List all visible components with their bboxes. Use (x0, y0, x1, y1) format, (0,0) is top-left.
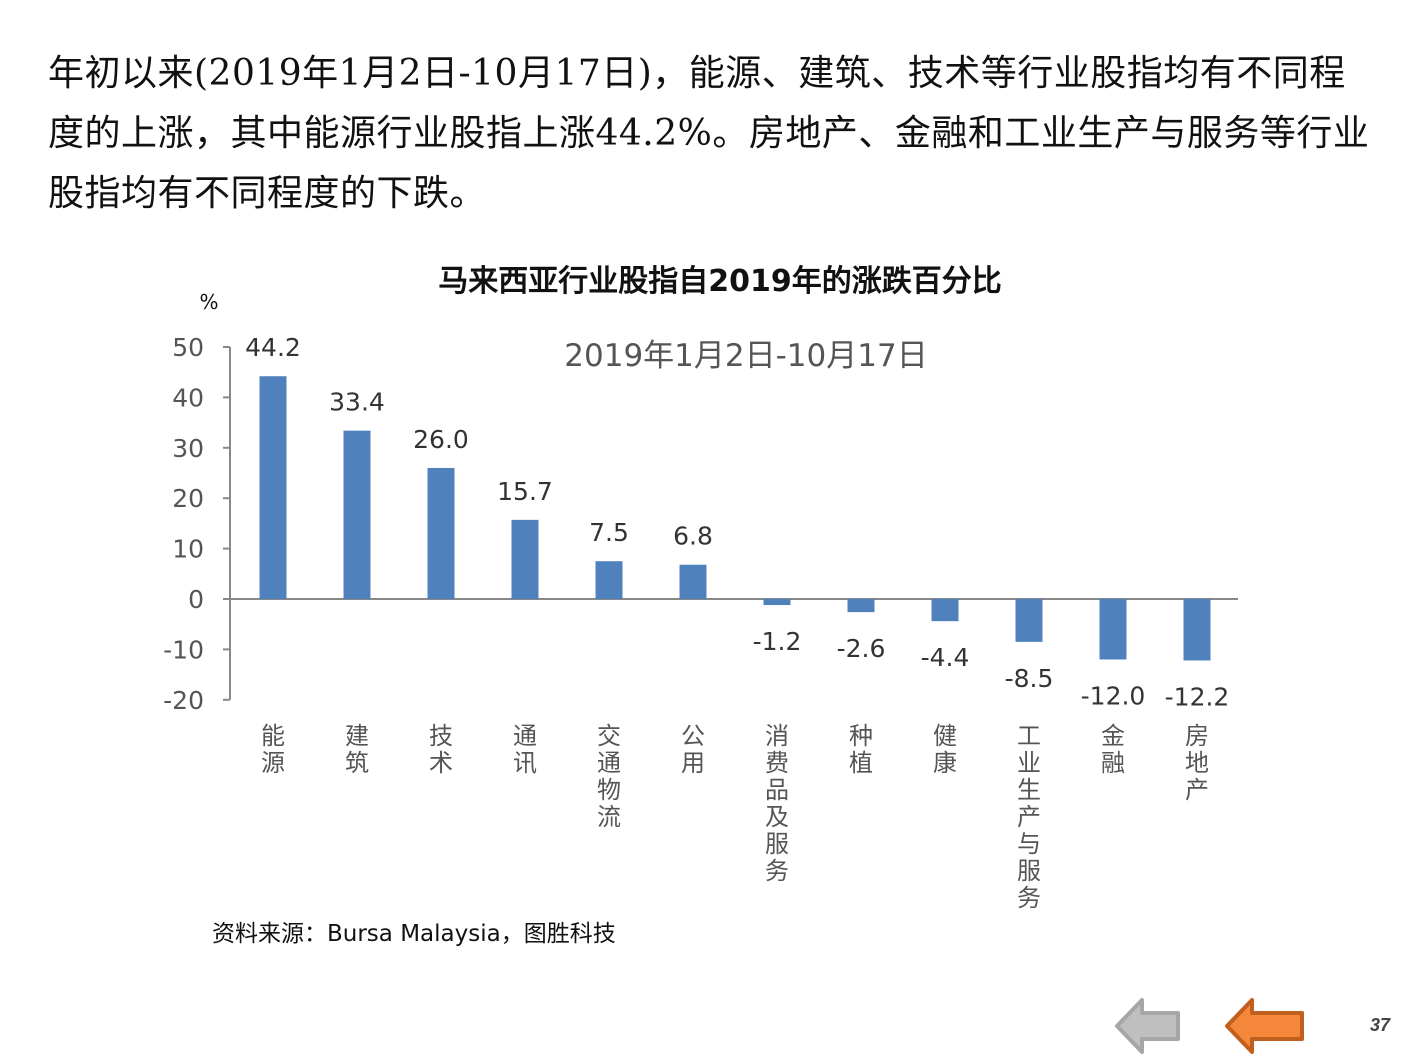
data-label: -12.2 (1165, 682, 1230, 711)
y-tick-label: 40 (172, 383, 204, 412)
y-tick-label: 0 (188, 585, 204, 614)
data-label: 44.2 (245, 333, 301, 362)
bar-11 (1183, 599, 1211, 661)
bar-9 (1015, 599, 1043, 642)
data-label: -2.6 (837, 634, 886, 663)
y-tick-label: -10 (163, 635, 204, 664)
y-tick-label: 20 (172, 484, 204, 513)
x-tick-label: 健康 (933, 722, 957, 777)
bar-4 (595, 561, 623, 599)
bar-0 (259, 376, 287, 599)
data-label: 26.0 (413, 425, 469, 454)
chart-title: 马来西亚行业股指自2019年的涨跌百分比 (438, 264, 1002, 299)
y-tick-label: 30 (172, 434, 204, 463)
bar-8 (931, 599, 959, 622)
x-tick-label: 消费品及服务 (765, 722, 789, 885)
data-label: -4.4 (921, 643, 970, 672)
x-tick-label: 通讯 (513, 722, 537, 777)
x-tick-label: 工业生产与服务 (1017, 722, 1041, 912)
bar-3 (511, 519, 539, 599)
x-tick-label: 公用 (681, 722, 705, 777)
source-note: 资料来源：Bursa Malaysia，图胜科技 (212, 921, 616, 947)
bar-10 (1099, 599, 1127, 660)
x-tick-label: 交通物流 (597, 722, 621, 831)
bar-5 (679, 564, 707, 599)
arrow-left-gray-icon[interactable] (1114, 997, 1182, 1055)
y-axis-label: % (199, 290, 218, 314)
x-tick-label: 能源 (261, 722, 285, 777)
page-number: 37 (1370, 1015, 1391, 1035)
y-tick-label: -20 (163, 686, 204, 715)
x-tick-label: 种植 (849, 722, 873, 777)
chart-subtitle: 2019年1月2日-10月17日 (564, 338, 927, 374)
x-tick-label: 技术 (429, 722, 453, 777)
data-label: 15.7 (497, 477, 553, 506)
x-tick-label: 房地产 (1185, 722, 1209, 804)
y-tick-label: 10 (172, 535, 204, 564)
bar-6 (763, 599, 791, 606)
x-tick-label: 建筑 (345, 722, 369, 777)
intro-paragraph: 年初以来(2019年1月2日-10月17日)，能源、建筑、技术等行业股指均有不同… (48, 53, 1370, 214)
bar-7 (847, 599, 875, 613)
arrow-left-orange-icon[interactable] (1224, 997, 1306, 1055)
data-label: 6.8 (673, 522, 713, 551)
bar-2 (427, 467, 455, 599)
x-tick-label: 金融 (1101, 722, 1125, 777)
data-label: -8.5 (1005, 664, 1054, 693)
y-tick-label: 50 (172, 333, 204, 362)
data-label: -12.0 (1081, 681, 1146, 710)
data-label: -1.2 (753, 627, 802, 656)
data-label: 33.4 (329, 388, 385, 417)
data-label: 7.5 (589, 518, 629, 547)
bar-1 (343, 430, 371, 599)
